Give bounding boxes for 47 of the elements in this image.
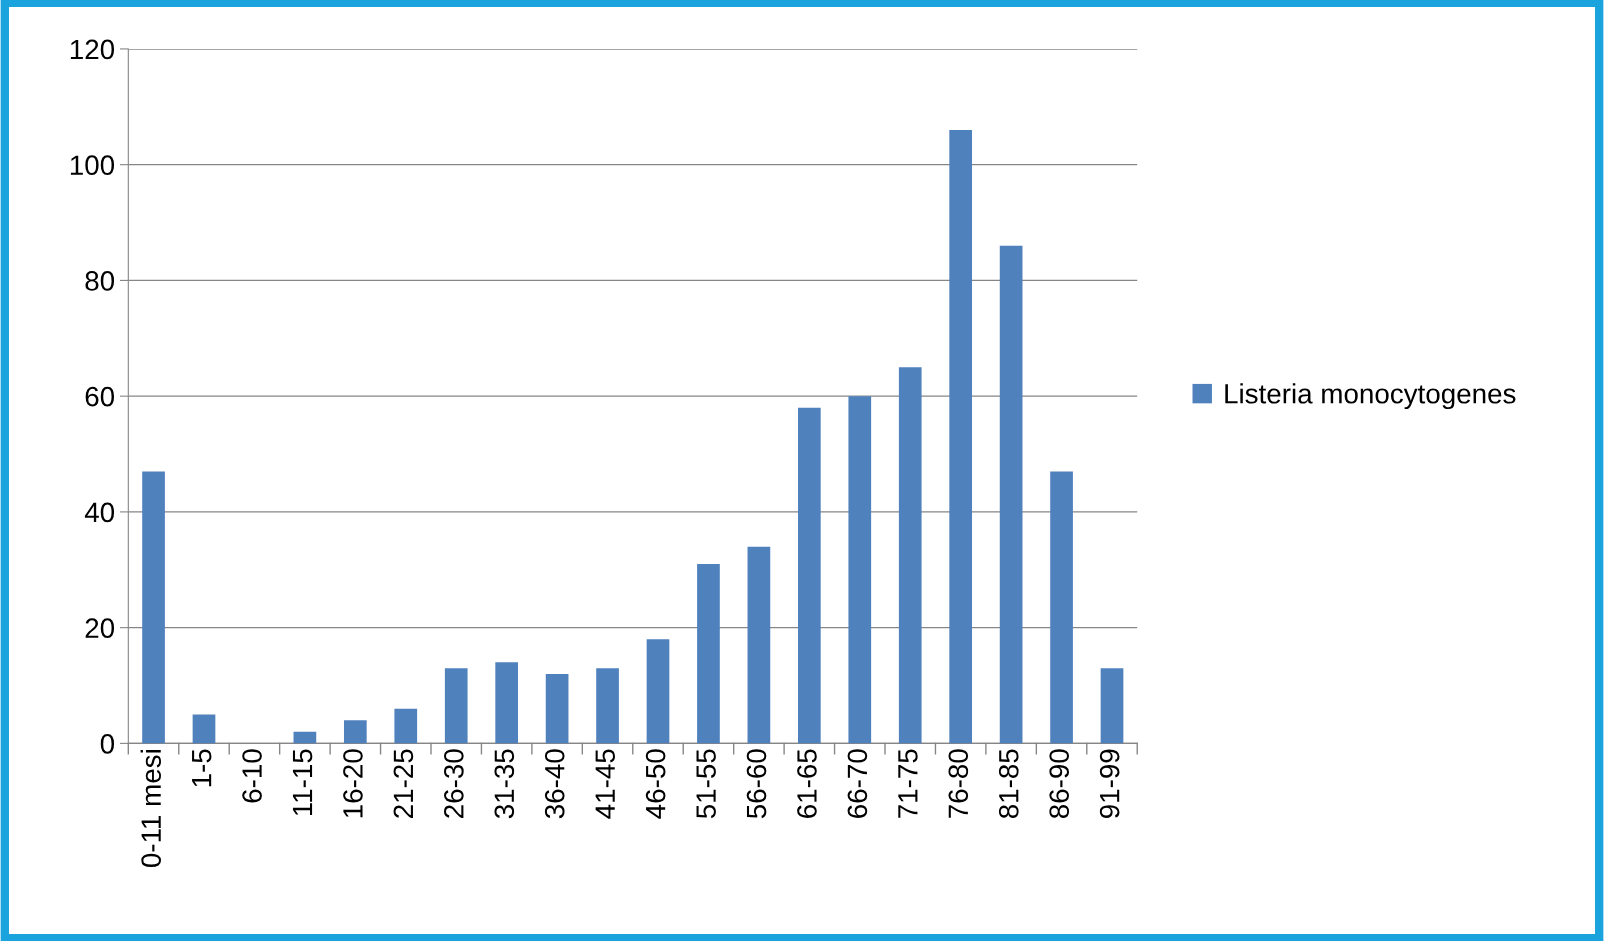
x-tick-label: 91-99 (1099, 749, 1120, 818)
bar (797, 407, 821, 744)
x-tick-label: 46-50 (645, 749, 666, 819)
bar (1050, 471, 1073, 744)
bar (747, 546, 771, 744)
x-tick-label: 11-15 (292, 749, 313, 816)
y-tick-label: 120 (70, 39, 115, 60)
y-tick-label: 40 (84, 502, 115, 523)
y-tick-label: 20 (85, 618, 115, 638)
bar (343, 720, 367, 744)
x-tick-label: 36-40 (544, 749, 565, 819)
x-tick-label: 56-60 (746, 749, 767, 819)
x-tick-label: 71-75 (898, 749, 918, 818)
bar (1100, 668, 1124, 744)
bar (646, 639, 670, 744)
x-tick-label: 61-65 (797, 749, 817, 818)
bar (192, 714, 216, 744)
bar (898, 367, 922, 744)
x-tick-label: 51-55 (696, 749, 716, 819)
x-tick-label: 31-35 (494, 749, 515, 819)
x-tick-label: 16-20 (343, 749, 363, 818)
x-tick-label: 66-70 (847, 749, 868, 818)
x-tick-label: 81-85 (998, 749, 1019, 819)
x-tick-label: 21-25 (393, 749, 414, 818)
bar (142, 471, 165, 744)
bar (495, 662, 519, 744)
bar (949, 129, 973, 744)
bar (848, 396, 872, 744)
x-tick-label: 6-10 (242, 749, 262, 803)
bar (394, 708, 418, 744)
bar (596, 668, 619, 744)
legend-label: Listeria monocytogenes (1225, 383, 1516, 410)
bar (444, 668, 468, 744)
x-tick-label: 41-45 (595, 749, 616, 819)
x-tick-label: 26-30 (444, 749, 464, 818)
bar (545, 673, 569, 744)
y-tick-label: 60 (85, 386, 115, 407)
x-tick-label: 76-80 (948, 749, 969, 818)
x-tick-label: 1-5 (192, 749, 212, 787)
y-tick-label: 0 (100, 734, 115, 754)
bar (999, 245, 1023, 744)
x-tick-label: 0-11 mesi (140, 750, 161, 868)
bar (697, 563, 720, 744)
bar (293, 731, 317, 744)
x-tick-label: 86-90 (1049, 749, 1070, 819)
y-tick-label: 100 (70, 155, 115, 176)
y-tick-label: 80 (85, 271, 115, 291)
